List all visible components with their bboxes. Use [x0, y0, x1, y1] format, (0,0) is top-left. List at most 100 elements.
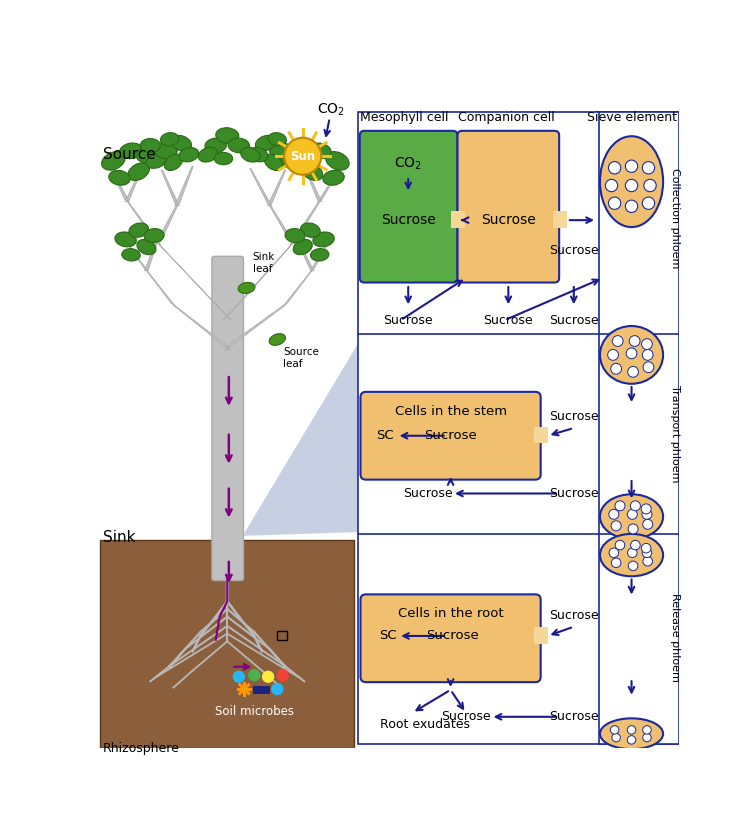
- Circle shape: [248, 669, 260, 681]
- Ellipse shape: [311, 249, 329, 261]
- Circle shape: [612, 336, 623, 346]
- Circle shape: [628, 524, 638, 534]
- Ellipse shape: [302, 163, 323, 181]
- Polygon shape: [283, 270, 313, 307]
- Polygon shape: [175, 166, 194, 206]
- Polygon shape: [296, 238, 314, 271]
- Ellipse shape: [600, 326, 663, 384]
- Ellipse shape: [256, 135, 276, 151]
- FancyBboxPatch shape: [101, 539, 355, 748]
- Ellipse shape: [600, 534, 663, 576]
- Bar: [277, 631, 287, 640]
- Ellipse shape: [141, 139, 160, 152]
- Circle shape: [611, 521, 621, 531]
- Circle shape: [611, 364, 621, 374]
- Text: Rhizosphere: Rhizosphere: [103, 743, 179, 755]
- Circle shape: [612, 733, 621, 742]
- FancyBboxPatch shape: [553, 211, 567, 228]
- Circle shape: [642, 339, 652, 349]
- Text: Sucrose: Sucrose: [549, 487, 599, 500]
- Circle shape: [609, 161, 621, 174]
- Text: Sieve element: Sieve element: [587, 111, 677, 124]
- Text: Root exudates: Root exudates: [380, 718, 469, 731]
- FancyBboxPatch shape: [534, 427, 547, 444]
- FancyBboxPatch shape: [600, 113, 679, 743]
- Ellipse shape: [600, 718, 663, 749]
- Circle shape: [609, 509, 619, 519]
- Ellipse shape: [144, 228, 164, 243]
- Text: Sun: Sun: [290, 150, 315, 163]
- FancyBboxPatch shape: [451, 211, 465, 228]
- Text: Sucrose: Sucrose: [426, 629, 479, 643]
- Ellipse shape: [290, 139, 311, 152]
- Ellipse shape: [129, 223, 149, 238]
- Ellipse shape: [600, 494, 663, 539]
- Circle shape: [627, 366, 639, 377]
- FancyBboxPatch shape: [212, 256, 243, 580]
- Text: Sucrose: Sucrose: [383, 314, 433, 327]
- Circle shape: [277, 669, 289, 681]
- Ellipse shape: [240, 147, 260, 162]
- Circle shape: [271, 683, 284, 696]
- Text: Sucrose: Sucrose: [549, 314, 599, 327]
- Ellipse shape: [146, 154, 167, 168]
- Ellipse shape: [205, 138, 227, 153]
- Ellipse shape: [179, 148, 199, 162]
- Ellipse shape: [265, 155, 283, 171]
- Ellipse shape: [326, 151, 349, 171]
- Ellipse shape: [228, 138, 249, 153]
- Text: Mesophyll cell: Mesophyll cell: [360, 111, 448, 124]
- Polygon shape: [126, 243, 148, 271]
- Ellipse shape: [294, 149, 314, 164]
- Ellipse shape: [119, 143, 142, 159]
- Polygon shape: [126, 200, 161, 245]
- Polygon shape: [249, 168, 271, 206]
- Circle shape: [643, 362, 654, 373]
- Ellipse shape: [238, 282, 255, 293]
- Text: Transport phloem: Transport phloem: [671, 386, 680, 483]
- FancyBboxPatch shape: [361, 595, 541, 682]
- Polygon shape: [111, 170, 129, 202]
- Ellipse shape: [109, 171, 130, 186]
- Text: Cells in the root: Cells in the root: [398, 607, 503, 620]
- Polygon shape: [144, 238, 159, 271]
- Ellipse shape: [137, 239, 156, 255]
- Circle shape: [629, 336, 640, 346]
- Text: SC: SC: [379, 629, 396, 643]
- FancyBboxPatch shape: [253, 686, 270, 694]
- Ellipse shape: [128, 163, 150, 181]
- Ellipse shape: [313, 232, 334, 247]
- Ellipse shape: [268, 133, 287, 146]
- Text: Source: Source: [103, 147, 155, 162]
- Polygon shape: [290, 200, 321, 245]
- Circle shape: [609, 548, 618, 558]
- Circle shape: [643, 733, 651, 742]
- Circle shape: [644, 179, 656, 192]
- Circle shape: [642, 509, 652, 519]
- FancyBboxPatch shape: [360, 131, 457, 282]
- Ellipse shape: [278, 154, 299, 168]
- Polygon shape: [155, 204, 178, 244]
- FancyBboxPatch shape: [457, 131, 559, 282]
- Ellipse shape: [293, 239, 312, 255]
- Ellipse shape: [215, 128, 239, 143]
- Text: Sucrose: Sucrose: [481, 213, 536, 227]
- Ellipse shape: [214, 152, 233, 165]
- Text: Sucrose: Sucrose: [549, 609, 599, 622]
- Ellipse shape: [198, 147, 218, 162]
- Text: Source
leaf: Source leaf: [284, 347, 319, 369]
- Text: Soil microbes: Soil microbes: [215, 706, 294, 718]
- Ellipse shape: [101, 151, 125, 171]
- Ellipse shape: [160, 133, 178, 146]
- Circle shape: [625, 179, 638, 192]
- Text: CO$_2$: CO$_2$: [395, 155, 422, 172]
- Text: Sucrose: Sucrose: [549, 410, 599, 423]
- Ellipse shape: [164, 155, 182, 171]
- FancyBboxPatch shape: [358, 113, 679, 743]
- Text: Release phloem: Release phloem: [671, 593, 680, 682]
- Text: Sucrose: Sucrose: [549, 244, 599, 257]
- Circle shape: [631, 540, 640, 550]
- Text: Cells in the stem: Cells in the stem: [395, 405, 507, 417]
- Circle shape: [641, 543, 651, 553]
- Circle shape: [262, 670, 274, 683]
